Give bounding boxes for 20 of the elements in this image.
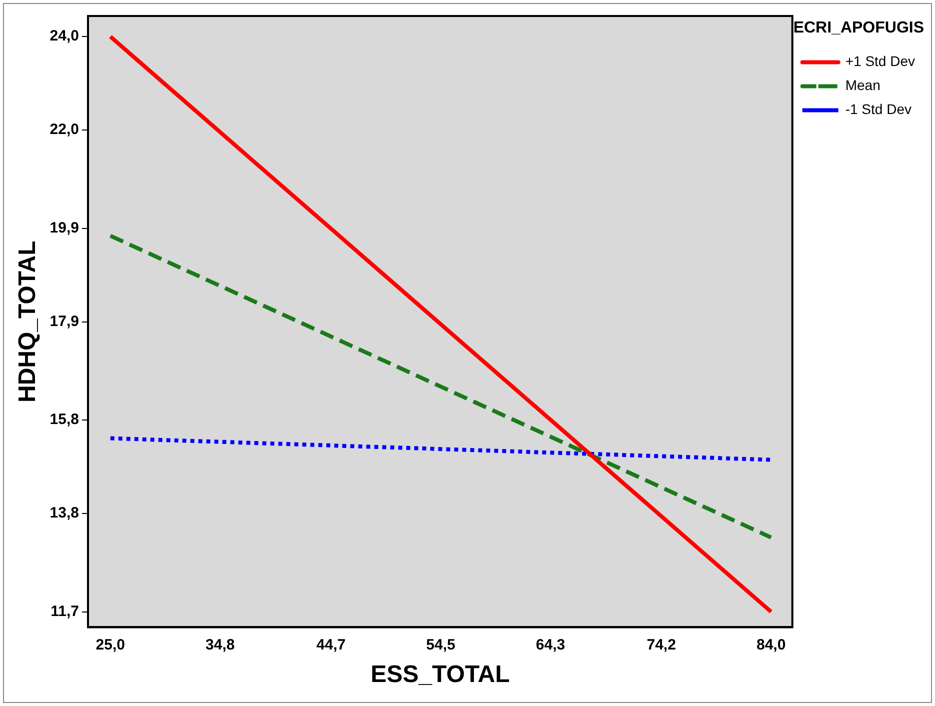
x-tick-label: 54,5 bbox=[426, 636, 456, 654]
y-tick-label: 22,0 bbox=[50, 121, 79, 138]
y-tick-label: 15,8 bbox=[50, 411, 79, 428]
legend-title: ECRI_APOFUGIS bbox=[793, 19, 924, 36]
y-tick-label: 11,7 bbox=[50, 602, 79, 620]
y-tick-label: 17,9 bbox=[50, 312, 79, 330]
y-tick-label: 19,9 bbox=[50, 219, 79, 236]
x-axis-title: ESS_TOTAL bbox=[370, 661, 510, 688]
y-tick-label: 24,0 bbox=[50, 28, 79, 45]
legend-label: +1 Std Dev bbox=[845, 53, 916, 70]
legend-label: Mean bbox=[845, 77, 880, 94]
x-tick-label: 64,3 bbox=[536, 636, 566, 654]
x-tick-label: 44,7 bbox=[316, 636, 346, 654]
y-tick-label: 13,8 bbox=[50, 504, 79, 522]
x-tick-label: 84,0 bbox=[756, 636, 786, 654]
x-tick-label: 25,0 bbox=[96, 636, 125, 654]
legend-label: -1 Std Dev bbox=[845, 101, 912, 118]
x-tick-label: 34,8 bbox=[206, 636, 235, 654]
x-tick-label: 74,2 bbox=[646, 636, 676, 654]
y-axis-title: HDHQ_TOTAL bbox=[14, 240, 42, 402]
